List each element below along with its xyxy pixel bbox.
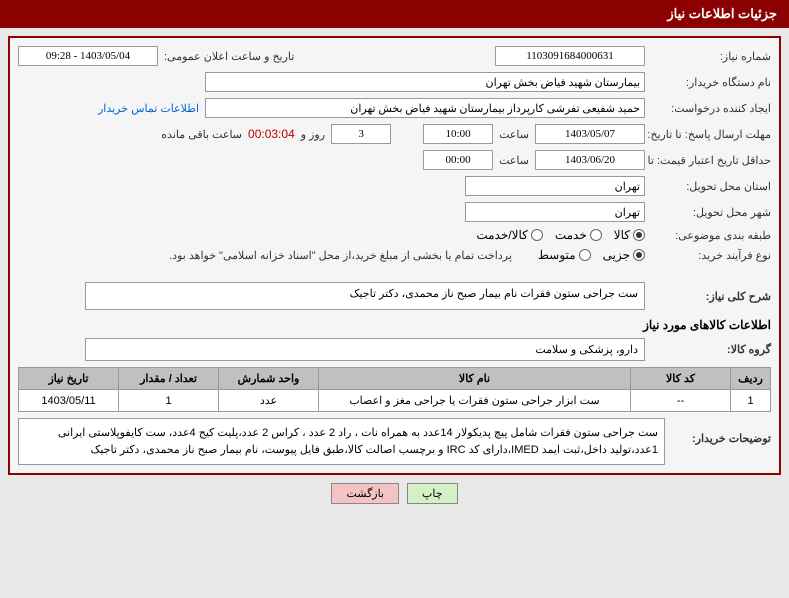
purchase-type-radio-group: جزیی متوسط — [538, 248, 645, 262]
requester-label: ایجاد کننده درخواست: — [651, 102, 771, 115]
deadline-date-field — [535, 124, 645, 144]
row-requester: ایجاد کننده درخواست: اطلاعات تماس خریدار — [18, 98, 771, 118]
category-label: طبقه بندی موضوعی: — [651, 229, 771, 242]
validity-label: حداقل تاریخ اعتبار قیمت: تا تاریخ: — [651, 154, 771, 167]
radio-partial-dot — [633, 249, 645, 261]
row-category: طبقه بندی موضوعی: کالا خدمت کالا/خدمت — [18, 228, 771, 242]
days-and-label: روز و — [301, 128, 325, 141]
page-header: جزئیات اطلاعات نیاز — [0, 0, 789, 28]
city-field — [465, 202, 645, 222]
contact-link[interactable]: اطلاعات تماس خریدار — [98, 102, 199, 115]
requester-field — [205, 98, 645, 118]
back-button[interactable]: بازگشت — [331, 483, 399, 504]
need-no-label: شماره نیاز: — [651, 50, 771, 63]
radio-both-dot — [531, 229, 543, 241]
th-row: ردیف — [731, 368, 771, 390]
radio-service-dot — [590, 229, 602, 241]
announce-field — [18, 46, 158, 66]
radio-partial[interactable]: جزیی — [603, 248, 645, 262]
row-province: استان محل تحویل: — [18, 176, 771, 196]
goods-group-box: دارو، پزشکی و سلامت — [85, 338, 645, 361]
table-header-row: ردیف کد کالا نام کالا واحد شمارش تعداد /… — [19, 368, 771, 390]
radio-medium[interactable]: متوسط — [538, 248, 591, 262]
category-radio-group: کالا خدمت کالا/خدمت — [476, 228, 645, 242]
deadline-time-field — [423, 124, 493, 144]
buyer-notes-label: توضیحات خریدار: — [671, 418, 771, 445]
radio-goods[interactable]: کالا — [614, 228, 645, 242]
row-deadline: مهلت ارسال پاسخ: تا تاریخ: ساعت روز و 00… — [18, 124, 771, 144]
td-code: -- — [631, 390, 731, 412]
province-field — [465, 176, 645, 196]
radio-both[interactable]: کالا/خدمت — [476, 228, 542, 242]
td-unit: عدد — [219, 390, 319, 412]
td-name: ست ابزار جراحی ستون فقرات یا جراحی مغز و… — [319, 390, 631, 412]
row-buyer-notes: توضیحات خریدار: ست جراحی ستون فقرات شامل… — [18, 418, 771, 465]
radio-goods-dot — [633, 229, 645, 241]
validity-date-field — [535, 150, 645, 170]
row-desc: شرح کلی نیاز: ست جراحی ستون فقرات نام بی… — [18, 282, 771, 310]
row-purchase-type: نوع فرآیند خرید: جزیی متوسط پرداخت تمام … — [18, 248, 771, 262]
th-unit: واحد شمارش — [219, 368, 319, 390]
purchase-type-label: نوع فرآیند خرید: — [651, 249, 771, 262]
td-date: 1403/05/11 — [19, 390, 119, 412]
th-name: نام کالا — [319, 368, 631, 390]
validity-time-field — [423, 150, 493, 170]
desc-box: ست جراحی ستون فقرات نام بیمار صبح ناز مح… — [85, 282, 645, 310]
row-need-no: شماره نیاز: تاریخ و ساعت اعلان عمومی: — [18, 46, 771, 66]
remaining-label: ساعت باقی مانده — [161, 128, 242, 141]
remaining-time: 00:03:04 — [248, 127, 295, 141]
print-button[interactable]: چاپ — [407, 483, 458, 504]
page-title: جزئیات اطلاعات نیاز — [667, 6, 777, 21]
row-goods-group: گروه کالا: دارو، پزشکی و سلامت — [18, 338, 771, 361]
table-row: 1 -- ست ابزار جراحی ستون فقرات یا جراحی … — [19, 390, 771, 412]
th-date: تاریخ نیاز — [19, 368, 119, 390]
row-validity: حداقل تاریخ اعتبار قیمت: تا تاریخ: ساعت — [18, 150, 771, 170]
radio-service[interactable]: خدمت — [555, 228, 602, 242]
time-label-2: ساعت — [499, 154, 529, 167]
row-buyer: نام دستگاه خریدار: — [18, 72, 771, 92]
buyer-label: نام دستگاه خریدار: — [651, 76, 771, 89]
button-row: چاپ بازگشت — [0, 483, 789, 504]
desc-label: شرح کلی نیاز: — [651, 290, 771, 303]
th-code: کد کالا — [631, 368, 731, 390]
goods-table: ردیف کد کالا نام کالا واحد شمارش تعداد /… — [18, 367, 771, 412]
main-form: شماره نیاز: تاریخ و ساعت اعلان عمومی: نا… — [8, 36, 781, 475]
time-label-1: ساعت — [499, 128, 529, 141]
purchase-note: پرداخت تمام یا بخشی از مبلغ خرید،از محل … — [169, 249, 512, 262]
announce-label: تاریخ و ساعت اعلان عمومی: — [164, 50, 294, 63]
city-label: شهر محل تحویل: — [651, 206, 771, 219]
th-qty: تعداد / مقدار — [119, 368, 219, 390]
td-qty: 1 — [119, 390, 219, 412]
td-row: 1 — [731, 390, 771, 412]
remaining-days-field — [331, 124, 391, 144]
need-no-field — [495, 46, 645, 66]
radio-medium-dot — [579, 249, 591, 261]
buyer-field — [205, 72, 645, 92]
province-label: استان محل تحویل: — [651, 180, 771, 193]
goods-group-label: گروه کالا: — [651, 343, 771, 356]
goods-info-label: اطلاعات کالاهای مورد نیاز — [18, 318, 771, 332]
row-city: شهر محل تحویل: — [18, 202, 771, 222]
deadline-label: مهلت ارسال پاسخ: تا تاریخ: — [651, 128, 771, 141]
buyer-notes-box: ست جراحی ستون فقرات شامل پیچ پدیکولار 14… — [18, 418, 665, 465]
